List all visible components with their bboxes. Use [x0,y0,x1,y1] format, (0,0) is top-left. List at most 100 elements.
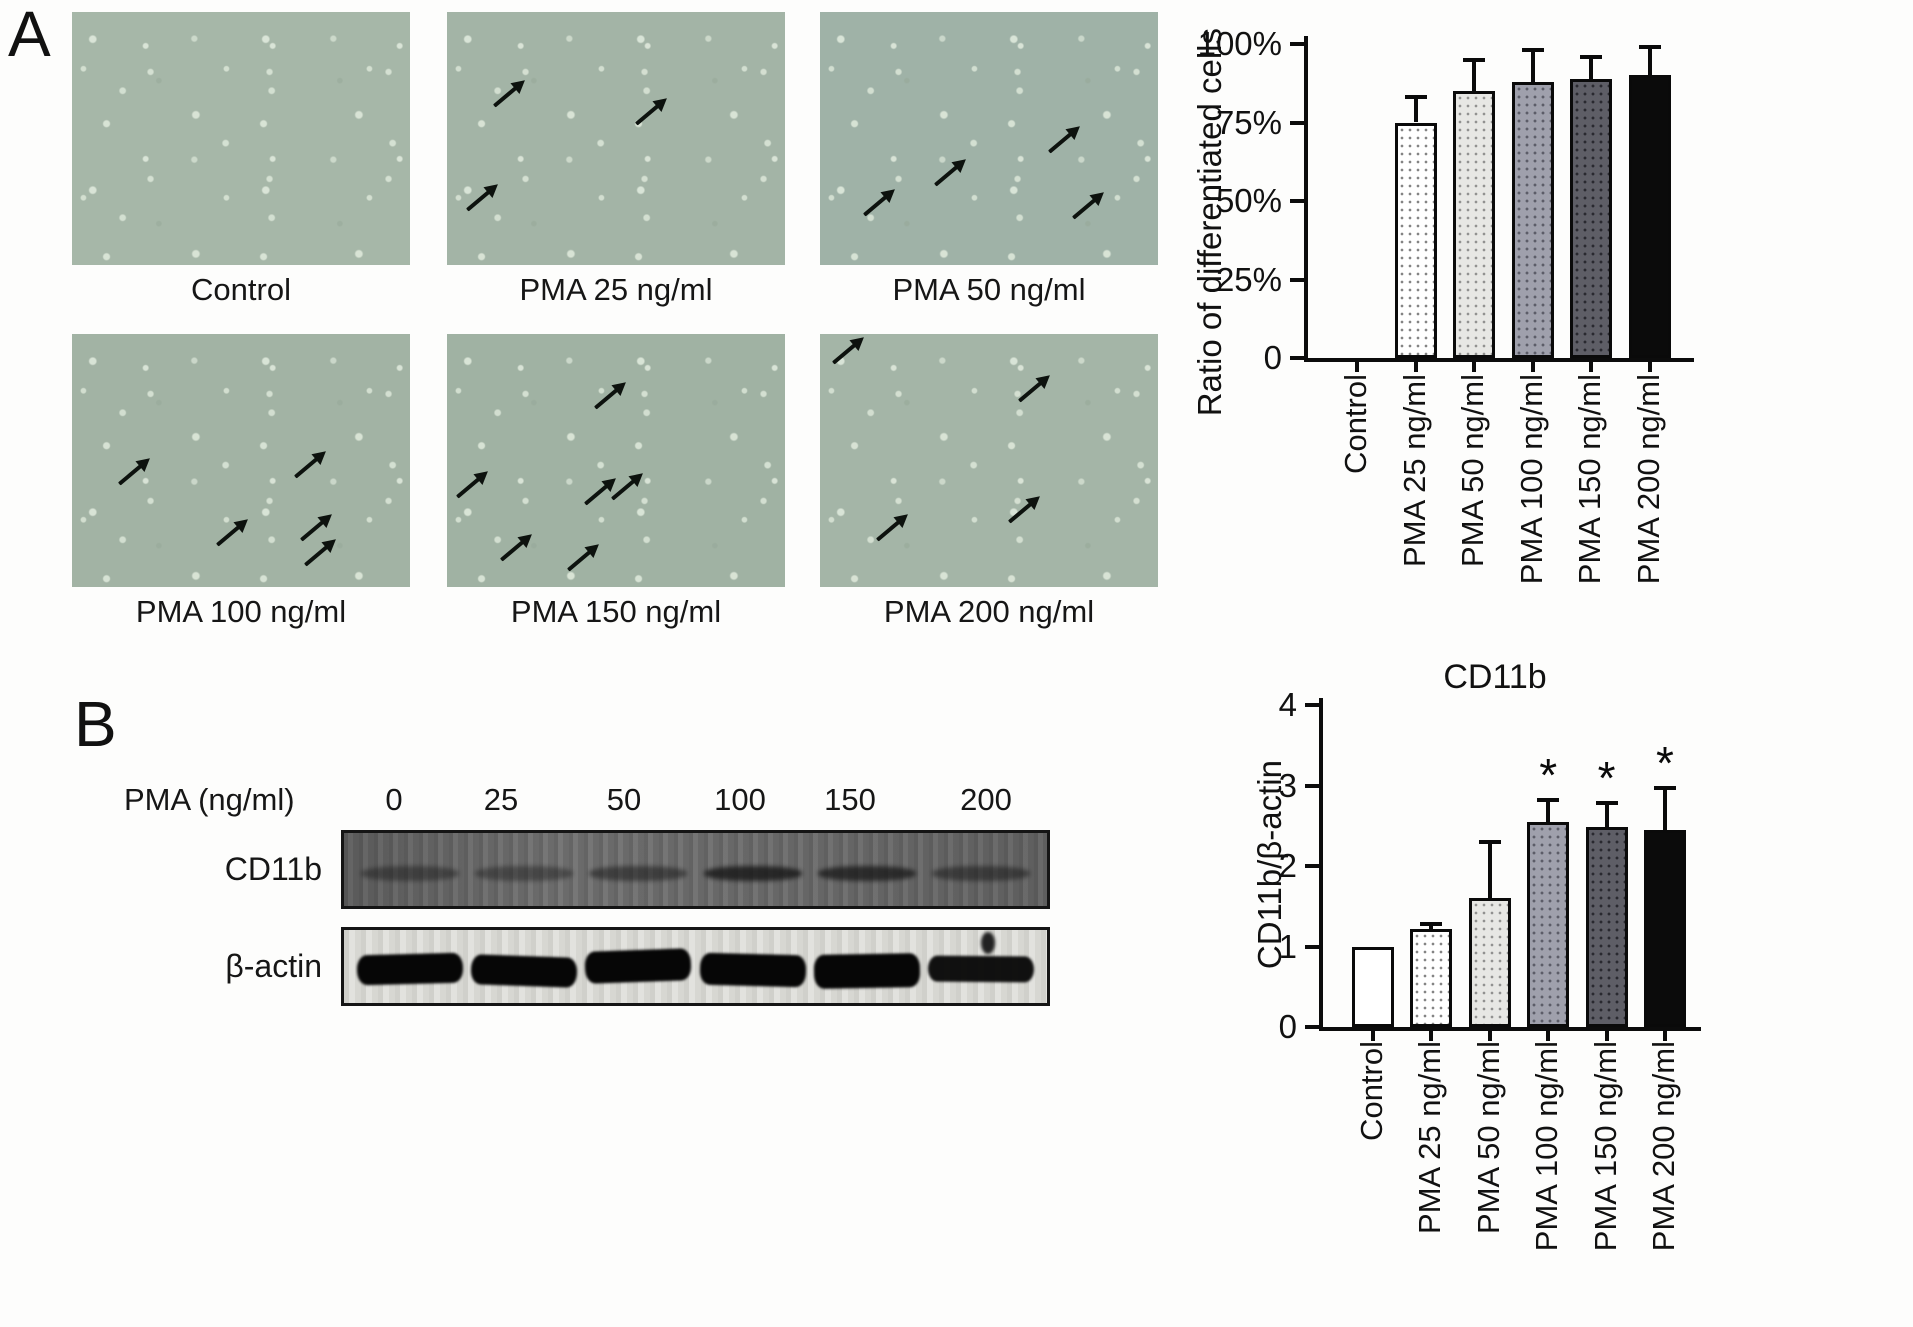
cell-specks-texture [447,334,785,587]
error-bar-cap-pma-50-ng-ml [1478,839,1501,844]
x-tick-pma-200-ng-ml [1648,362,1652,372]
x-axis-line [1304,358,1694,362]
bar-pma-150-ng-ml [1570,78,1613,358]
error-bar-line-pma-100-ng-ml [1530,50,1535,82]
error-bar-cap-pma-200-ng-ml [1639,45,1661,50]
x-category-label-pma-100-ng-ml: PMA 100 ng/ml [1513,374,1549,585]
cd11b-chart-plot-area: 0 1 2 3 4 Control PMA 25 ng/ml PMA 50 ng/ml PMA … [1190,560,1913,1327]
x-tick-pma-100-ng-ml [1546,1031,1551,1041]
lane-label-200: 200 [960,782,1012,817]
x-category-label-pma-150-ng-ml: PMA 150 ng/ml [1587,1041,1623,1252]
beta-actin-blot-row-label: β-actin [225,948,322,984]
micrograph-caption-pma-200-ng-ml: PMA 200 ng/ml [883,594,1095,629]
bar-pma-150-ng-ml [1585,827,1628,1027]
x-tick-pma-200-ng-ml [1663,1031,1667,1041]
beta-actin-band-lane-4 [699,952,806,988]
error-bar-line-pma-150-ng-ml [1589,56,1594,79]
y-tick-4 [1305,703,1319,707]
y-tick-1 [1305,944,1319,949]
lane-label-100: 100 [714,782,766,817]
y-axis-line [1319,698,1323,1031]
y-axis-line [1304,36,1308,362]
lane-label-50: 50 [606,782,642,817]
cell-specks-texture [72,12,410,265]
micrograph-control [72,12,410,265]
micrograph-caption-pma-150-ng-ml: PMA 150 ng/ml [510,594,722,629]
beta-actin-band-lane-3 [584,948,692,984]
error-bar-line-pma-50-ng-ml [1487,841,1492,899]
bar-pma-200-ng-ml [1644,829,1686,1027]
x-category-label-pma-50-ng-ml: PMA 50 ng/ml [1455,374,1491,567]
x-category-label-pma-200-ng-ml: PMA 200 ng/ml [1631,374,1666,585]
lane-label-0: 0 [385,782,403,817]
ratio-differentiated-cells-chart: Ratio of differentiated cells 0 25% 50% 75%… [1190,0,1913,584]
error-bar-cap-pma-150-ng-ml [1580,54,1603,59]
micrograph-caption-pma-25-ng-ml: PMA 25 ng/ml [519,272,713,307]
y-tick-label-100: 100% [1197,25,1282,62]
y-tick-75 [1290,120,1304,125]
cell-specks-texture [447,12,785,265]
beta-actin-western-blot-strip [341,927,1050,1006]
x-category-label-control: Control [1354,1041,1389,1141]
y-tick-label-50: 50% [1215,182,1282,219]
y-tick-label-4: 4 [1278,686,1297,723]
micrograph-pma-100-ng-ml [72,334,410,587]
error-bar-line-pma-150-ng-ml [1604,803,1609,828]
x-category-label-pma-25-ng-ml: PMA 25 ng/ml [1396,374,1432,567]
blot-artifact-smudge [981,932,995,954]
beta-actin-band-lane-2 [470,954,578,988]
error-bar-line-pma-200-ng-ml [1648,47,1652,76]
error-bar-cap-pma-25-ng-ml [1404,95,1427,100]
y-tick-label-25: 25% [1215,260,1282,298]
ratio-chart-plot-area: 0 25% 50% 75% 100% Control PMA 25 ng/ml PMA 50 … [1190,0,1913,584]
y-tick-25 [1290,277,1304,282]
x-category-label-control: Control [1338,374,1373,474]
y-tick-0 [1290,356,1304,360]
error-bar-cap-pma-100-ng-ml [1521,48,1544,53]
cd11b-band-lane-4 [703,866,802,881]
micrograph-caption-control: Control [191,272,291,307]
x-tick-control [1355,362,1359,372]
bar-pma-50-ng-ml [1468,898,1511,1027]
pma-concentration-header: PMA (ng/ml) [124,782,295,817]
panel-a-label: A [8,0,51,70]
beta-actin-band-lane-5 [813,953,921,989]
y-tick-3 [1305,783,1319,788]
y-tick-100 [1290,42,1304,46]
bar-control [1352,946,1394,1027]
cd11b-quantification-chart: CD11b CD11b/β-actin 0 1 2 3 4 Control PMA 25 n… [1190,560,1913,1327]
error-bar-cap-pma-50-ng-ml [1463,57,1486,62]
y-tick-50 [1290,199,1304,203]
cd11b-band-lane-3 [589,866,688,881]
bar-pma-200-ng-ml [1629,75,1671,358]
error-bar-line-pma-200-ng-ml [1663,787,1667,830]
x-tick-pma-50-ng-ml [1487,1031,1492,1041]
error-bar-cap-pma-150-ng-ml [1595,801,1618,806]
micrograph-caption-pma-50-ng-ml: PMA 50 ng/ml [892,272,1086,307]
x-category-label-pma-150-ng-ml: PMA 150 ng/ml [1572,374,1608,585]
micrograph-caption-pma-100-ng-ml: PMA 100 ng/ml [135,594,347,629]
x-tick-pma-25-ng-ml [1429,1031,1434,1041]
cd11b-band-lane-5 [817,866,916,881]
bar-pma-50-ng-ml [1453,91,1496,358]
cd11b-band-lane-6 [931,866,1030,881]
beta-actin-band-lane-1 [356,952,464,986]
y-tick-label-0: 0 [1263,339,1282,376]
x-category-label-pma-200-ng-ml: PMA 200 ng/ml [1646,1041,1681,1252]
micrograph-pma-200-ng-ml [820,334,1158,587]
x-category-label-pma-50-ng-ml: PMA 50 ng/ml [1470,1041,1506,1234]
x-axis-line [1319,1027,1701,1031]
y-tick-label-2: 2 [1278,847,1297,884]
error-bar-line-pma-100-ng-ml [1546,799,1551,822]
cd11b-band-lane-2 [475,866,574,881]
beta-actin-band-lane-6 [927,955,1035,983]
error-bar-line-pma-25-ng-ml [1429,923,1434,929]
bar-pma-100-ng-ml [1511,81,1554,358]
x-tick-pma-150-ng-ml [1604,1031,1609,1041]
micrograph-pma-50-ng-ml [820,12,1158,265]
y-tick-label-0: 0 [1278,1008,1297,1045]
bar-pma-100-ng-ml [1527,821,1570,1027]
x-tick-control [1371,1031,1375,1041]
lane-label-150: 150 [824,782,876,817]
